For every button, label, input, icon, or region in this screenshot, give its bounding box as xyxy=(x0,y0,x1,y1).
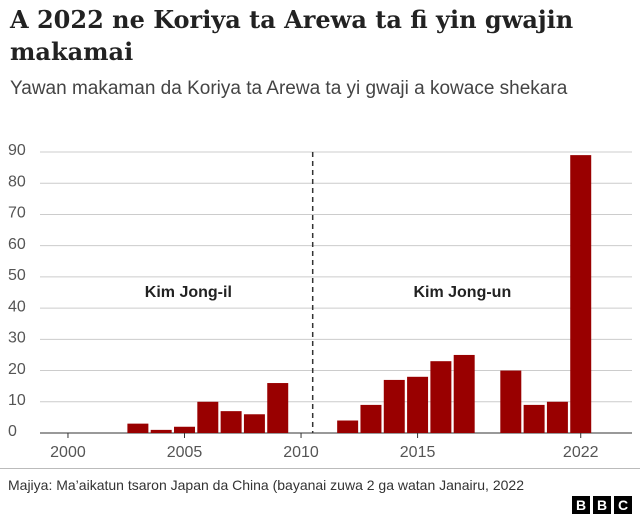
bar xyxy=(453,354,475,433)
source-note: Majiya: Ma’aikatun tsaron Japan da China… xyxy=(8,477,524,493)
y-tick-label: 30 xyxy=(8,330,26,347)
bar xyxy=(127,423,149,433)
bar xyxy=(430,361,452,433)
y-tick-label: 90 xyxy=(8,142,26,159)
bar xyxy=(500,370,522,433)
chart: 0 10 20 30 40 50 60 70 80 90 2000 2005 2010 2015 2022 K… xyxy=(8,142,632,461)
bar xyxy=(407,376,429,433)
logo-letter: B xyxy=(593,496,611,514)
bar xyxy=(220,411,242,433)
bar xyxy=(267,383,289,433)
y-tick-label: 40 xyxy=(8,298,26,315)
y-tick-label: 20 xyxy=(8,361,26,378)
logo-letter: C xyxy=(614,496,632,514)
bar xyxy=(570,155,592,433)
footer-rule xyxy=(0,468,640,469)
y-tick-label: 0 xyxy=(8,423,17,440)
x-tick-label: 2010 xyxy=(283,444,319,461)
chart-subtitle: Yawan makaman da Koriya ta Arewa ta yi g… xyxy=(10,78,568,99)
bar xyxy=(383,379,405,433)
y-tick-label: 70 xyxy=(8,205,26,222)
bar xyxy=(150,429,172,433)
annotation: Kim Jong-il xyxy=(145,284,232,301)
x-tick-label: 2015 xyxy=(400,444,436,461)
x-tick-label: 2000 xyxy=(50,444,86,461)
x-tick-label: 2005 xyxy=(167,444,203,461)
x-tick-label: 2022 xyxy=(563,444,599,461)
y-tick-label: 60 xyxy=(8,236,26,253)
bar xyxy=(523,404,545,433)
y-tick-label: 10 xyxy=(8,392,26,409)
bar xyxy=(360,404,382,433)
y-tick-label: 80 xyxy=(8,173,26,190)
bar xyxy=(174,426,195,433)
bar xyxy=(243,414,265,433)
logo: B B C xyxy=(572,496,632,514)
bar xyxy=(337,420,359,433)
bar xyxy=(197,401,219,433)
y-tick-label: 50 xyxy=(8,267,26,284)
bar xyxy=(546,401,568,433)
annotation: Kim Jong-un xyxy=(413,284,511,301)
chart-title: A 2022 ne Koriya ta Arewa ta fi yin gwaj… xyxy=(10,5,574,66)
logo-letter: B xyxy=(572,496,590,514)
